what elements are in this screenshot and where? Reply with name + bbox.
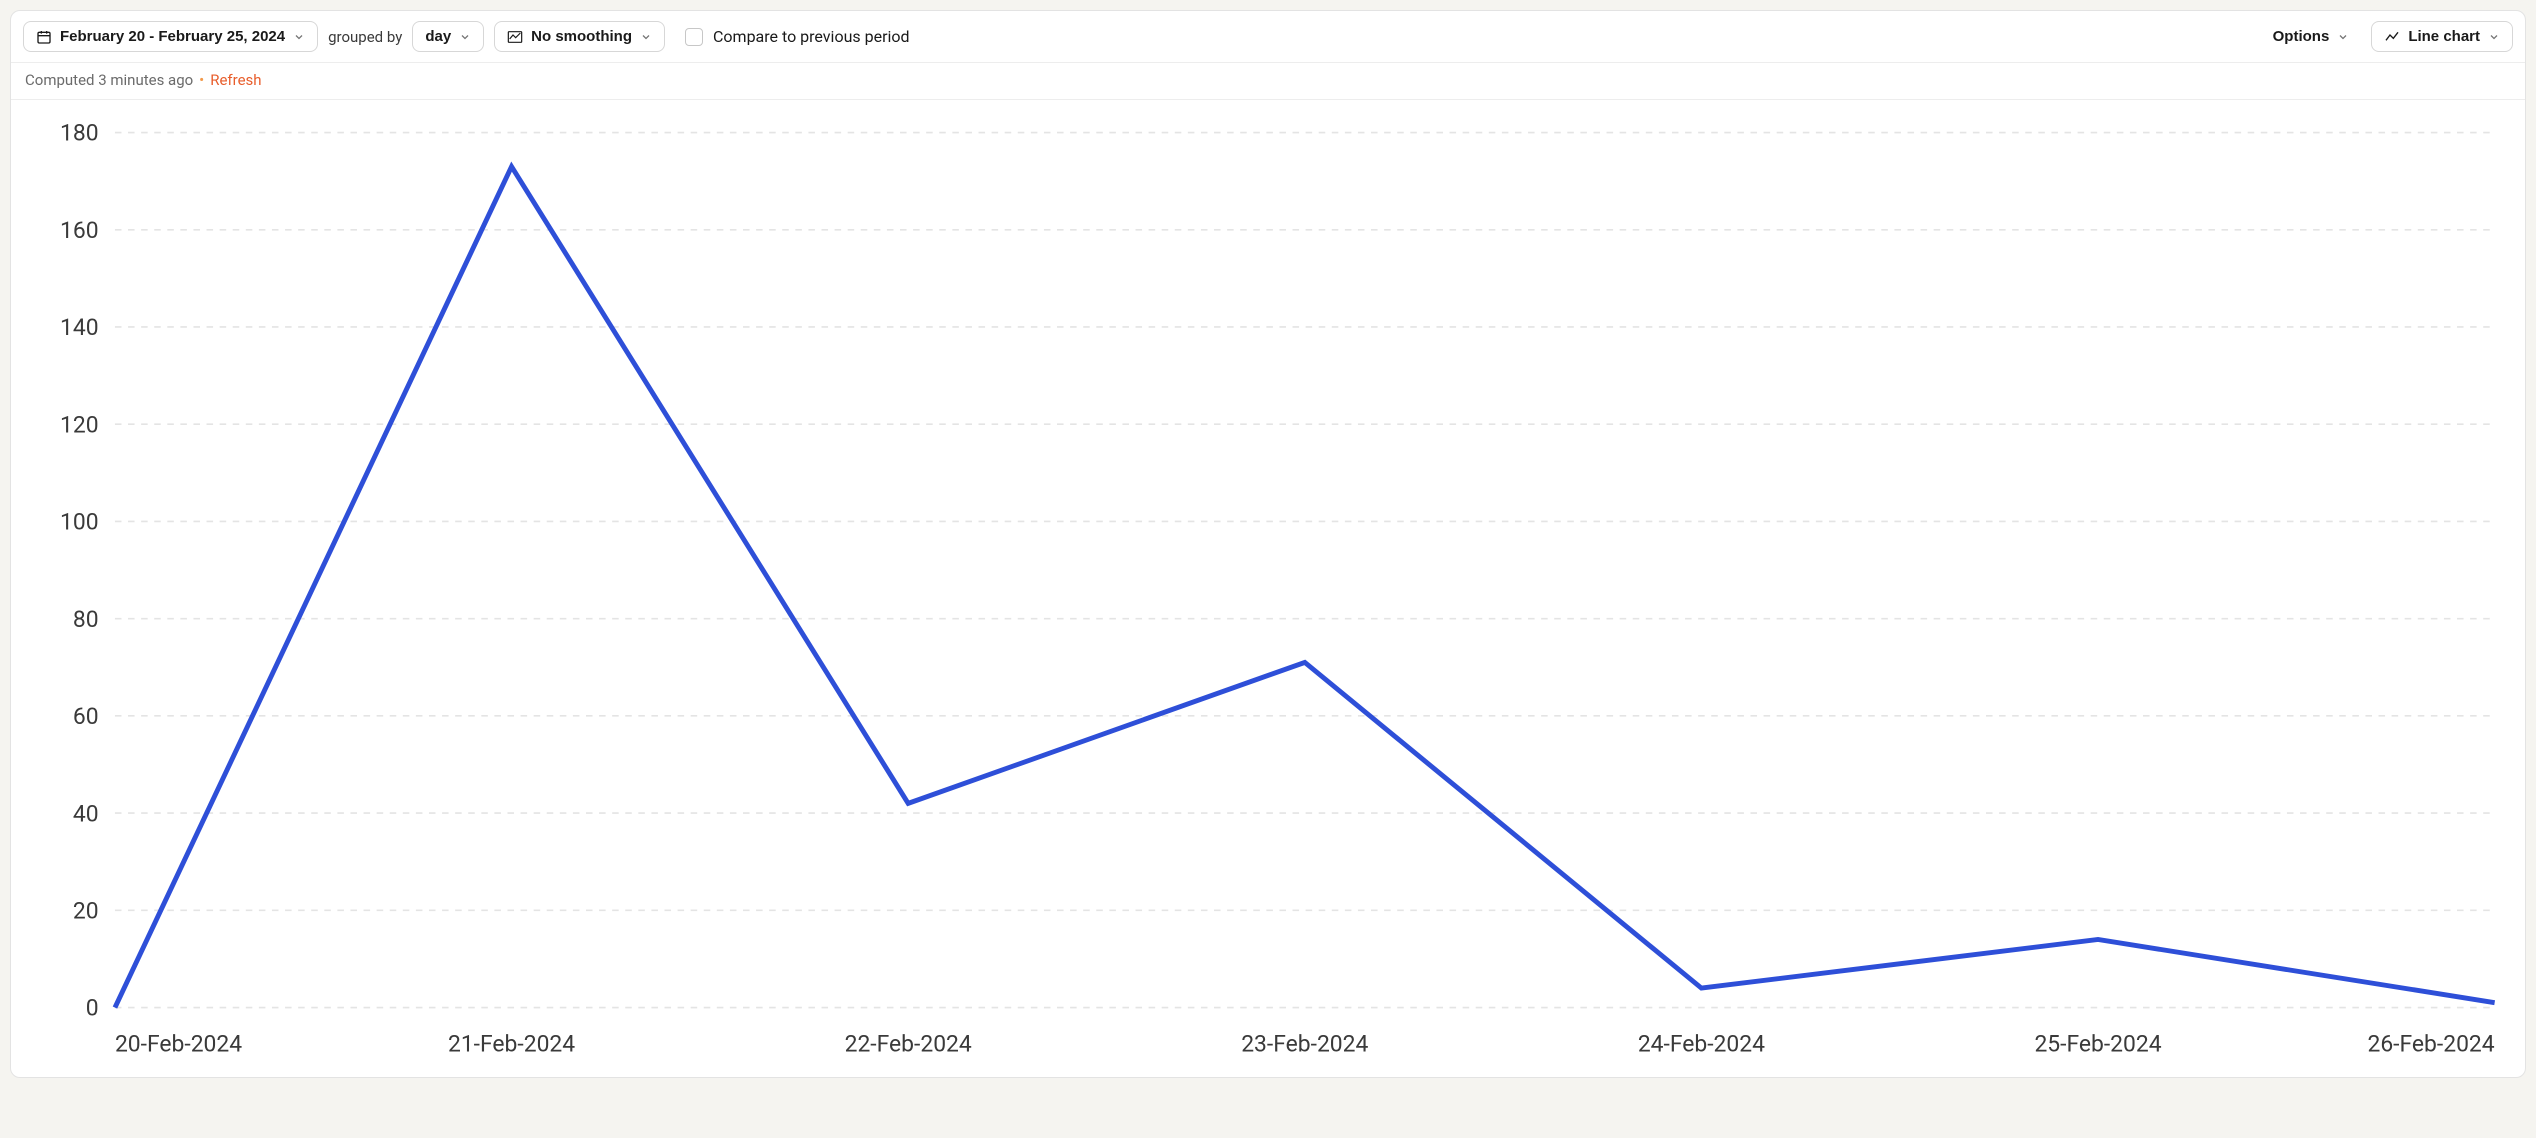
svg-text:80: 80 bbox=[73, 606, 99, 633]
chart-area: 0 20 40 60 80 100 120 140 160 180 20-Feb-2024 21-Fe… bbox=[11, 100, 2525, 1077]
chevron-down-icon bbox=[2337, 31, 2349, 43]
svg-text:25-Feb-2024: 25-Feb-2024 bbox=[2034, 1031, 2161, 1058]
compare-checkbox[interactable]: Compare to previous period bbox=[685, 27, 910, 46]
chevron-down-icon bbox=[293, 31, 305, 43]
grouping-select[interactable]: day bbox=[412, 21, 484, 52]
svg-text:100: 100 bbox=[60, 509, 99, 536]
smoothing-select[interactable]: No smoothing bbox=[494, 21, 665, 52]
computed-status: Computed 3 minutes ago bbox=[25, 71, 193, 89]
svg-text:40: 40 bbox=[73, 800, 99, 827]
svg-text:21-Feb-2024: 21-Feb-2024 bbox=[448, 1031, 575, 1058]
grouping-value: day bbox=[425, 28, 451, 45]
svg-text:26-Feb-2024: 26-Feb-2024 bbox=[2367, 1031, 2494, 1058]
svg-text:23-Feb-2024: 23-Feb-2024 bbox=[1241, 1031, 1368, 1058]
toolbar: February 20 - February 25, 2024 grouped … bbox=[11, 11, 2525, 63]
separator: • bbox=[199, 71, 204, 89]
date-range-picker[interactable]: February 20 - February 25, 2024 bbox=[23, 21, 318, 52]
analytics-panel: February 20 - February 25, 2024 grouped … bbox=[10, 10, 2526, 1078]
status-row: Computed 3 minutes ago • Refresh bbox=[11, 63, 2525, 100]
svg-text:0: 0 bbox=[86, 995, 99, 1022]
svg-text:180: 180 bbox=[60, 120, 99, 147]
checkbox-box bbox=[685, 28, 703, 46]
options-menu[interactable]: Options bbox=[2261, 22, 2362, 51]
options-label: Options bbox=[2273, 28, 2330, 45]
chevron-down-icon bbox=[640, 31, 652, 43]
chevron-down-icon bbox=[2488, 31, 2500, 43]
svg-text:60: 60 bbox=[73, 703, 99, 730]
line-chart-icon bbox=[2384, 29, 2400, 45]
calendar-icon bbox=[36, 29, 52, 45]
svg-text:20: 20 bbox=[73, 897, 99, 924]
chevron-down-icon bbox=[459, 31, 471, 43]
svg-text:22-Feb-2024: 22-Feb-2024 bbox=[845, 1031, 972, 1058]
line-chart: 0 20 40 60 80 100 120 140 160 180 20-Feb-2024 21-Fe… bbox=[25, 108, 2511, 1065]
chart-type-select[interactable]: Line chart bbox=[2371, 21, 2513, 52]
smoothing-label: No smoothing bbox=[531, 28, 632, 45]
svg-text:140: 140 bbox=[60, 314, 99, 341]
svg-text:24-Feb-2024: 24-Feb-2024 bbox=[1638, 1031, 1765, 1058]
date-range-label: February 20 - February 25, 2024 bbox=[60, 28, 285, 45]
svg-text:120: 120 bbox=[60, 411, 99, 438]
compare-label: Compare to previous period bbox=[713, 27, 910, 46]
svg-text:160: 160 bbox=[60, 217, 99, 244]
svg-text:20-Feb-2024: 20-Feb-2024 bbox=[115, 1031, 242, 1058]
chart-type-label: Line chart bbox=[2408, 28, 2480, 45]
refresh-link[interactable]: Refresh bbox=[210, 71, 261, 89]
grouped-by-label: grouped by bbox=[328, 28, 402, 46]
smoothing-icon bbox=[507, 29, 523, 45]
